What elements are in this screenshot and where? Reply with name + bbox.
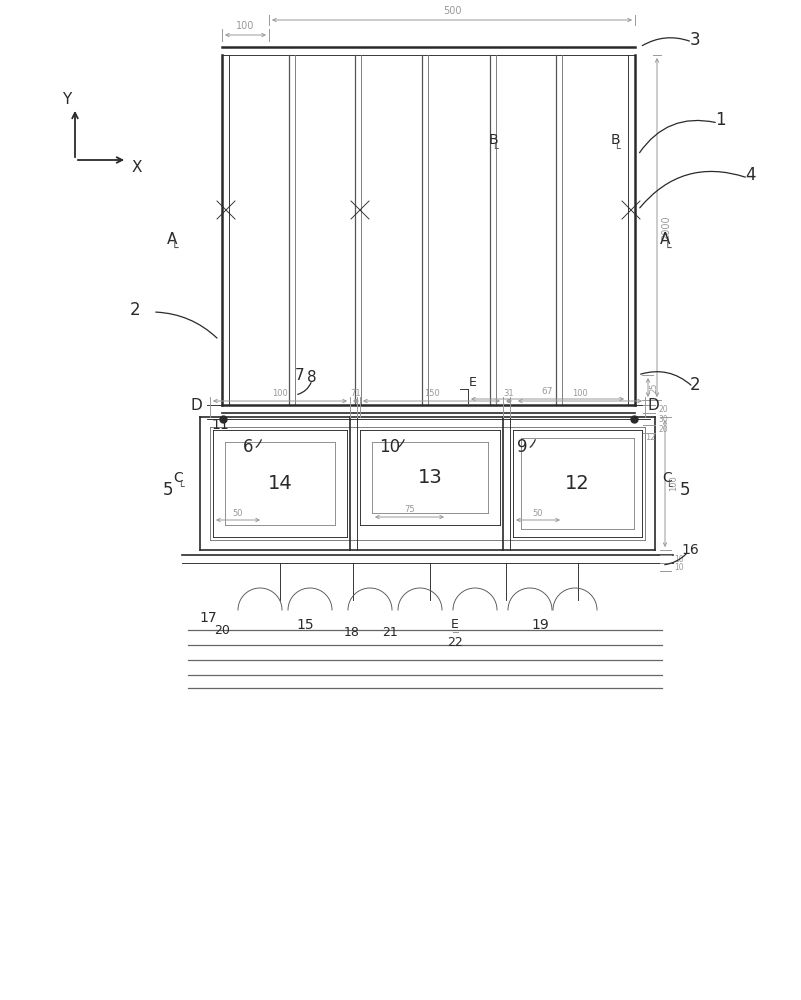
Text: 16: 16 (681, 543, 699, 557)
Text: 7: 7 (296, 367, 305, 382)
Text: 22: 22 (447, 636, 463, 648)
Text: B: B (610, 133, 620, 147)
Text: 21: 21 (382, 626, 398, 639)
Text: C: C (173, 472, 183, 486)
Text: D: D (647, 397, 659, 412)
Text: 100: 100 (670, 476, 678, 491)
Text: 12: 12 (645, 432, 655, 442)
Text: 3: 3 (690, 31, 700, 49)
Text: 13: 13 (417, 468, 442, 487)
Text: 5: 5 (163, 481, 173, 499)
Text: 2: 2 (690, 376, 700, 394)
Text: └: └ (614, 144, 621, 154)
Text: 75: 75 (405, 506, 415, 514)
Text: 18: 18 (344, 626, 360, 639)
Text: E: E (469, 376, 477, 389)
Text: 14: 14 (268, 474, 292, 493)
Text: 71: 71 (351, 388, 361, 397)
Text: └: └ (666, 483, 672, 492)
Text: 8: 8 (308, 370, 317, 385)
Text: B: B (488, 133, 497, 147)
Text: A: A (167, 232, 177, 247)
Text: 12: 12 (566, 474, 590, 493)
Text: ─: ─ (452, 628, 458, 638)
Text: └: └ (663, 241, 670, 254)
Text: 50: 50 (233, 508, 244, 518)
Text: 20: 20 (658, 424, 668, 434)
Text: 150: 150 (424, 388, 440, 397)
Text: 67: 67 (541, 386, 553, 395)
Text: └: └ (492, 144, 498, 154)
Text: X: X (131, 160, 143, 176)
Text: └: └ (177, 483, 183, 492)
Text: 9: 9 (517, 438, 527, 456)
Text: 100: 100 (272, 388, 288, 397)
Text: 6: 6 (243, 438, 253, 456)
Text: 5: 5 (680, 481, 690, 499)
Text: 20: 20 (658, 404, 668, 414)
Text: 19: 19 (531, 618, 549, 632)
Text: 100: 100 (572, 388, 588, 397)
Text: 15: 15 (296, 618, 314, 632)
Text: 10: 10 (674, 554, 684, 564)
Text: 1: 1 (714, 111, 726, 129)
Text: 30: 30 (658, 414, 668, 424)
Text: D: D (190, 397, 202, 412)
Text: C: C (662, 472, 672, 486)
Text: 100: 100 (236, 21, 255, 31)
Text: Y: Y (62, 93, 71, 107)
Text: E: E (451, 618, 459, 632)
Text: 25: 25 (650, 382, 658, 393)
Text: 2000: 2000 (661, 215, 671, 240)
Text: 500: 500 (443, 6, 461, 16)
Text: 31: 31 (504, 388, 514, 397)
Text: 11: 11 (211, 418, 229, 432)
Text: └: └ (171, 241, 178, 254)
Text: 50: 50 (533, 508, 543, 518)
Text: 17: 17 (199, 611, 217, 625)
Text: A: A (660, 232, 670, 247)
Text: 4: 4 (745, 166, 755, 184)
Text: 10: 10 (674, 562, 684, 572)
Text: 10: 10 (380, 438, 400, 456)
Text: 2: 2 (130, 301, 140, 319)
Text: 20: 20 (214, 624, 230, 637)
